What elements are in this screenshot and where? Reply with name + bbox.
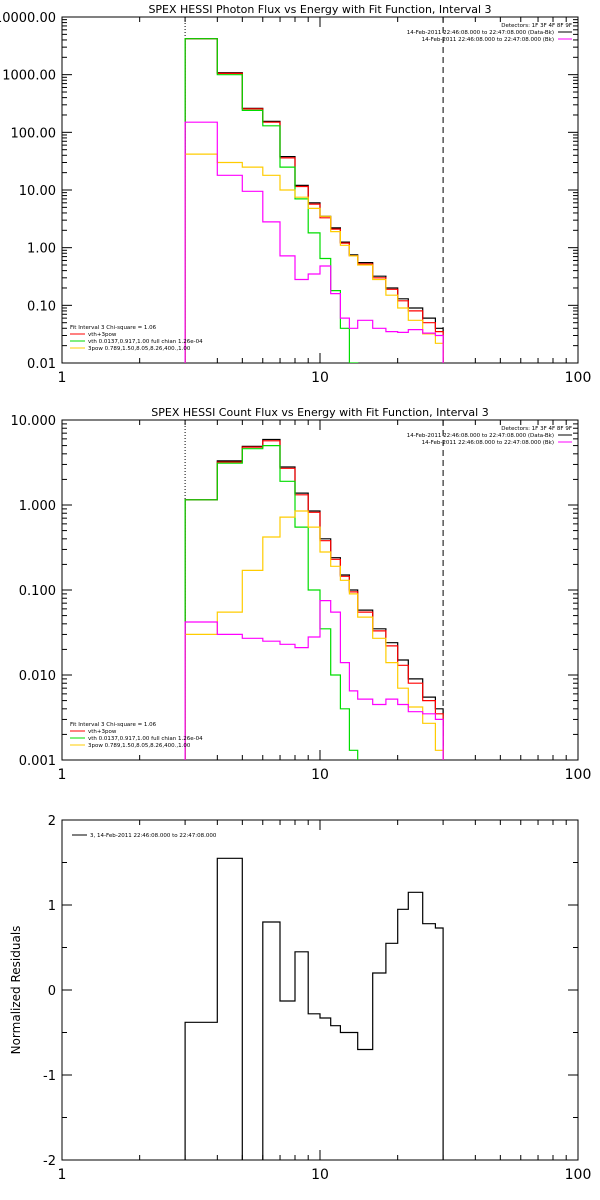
y-tick-label: 10.00 — [19, 184, 56, 199]
series-data — [184, 38, 444, 363]
y-tick-label: 1 — [48, 899, 56, 914]
panel-2: SPEX HESSI Count Flux vs Energy with Fit… — [11, 406, 592, 783]
y-tick-label: 0.100 — [19, 584, 56, 599]
series-3pow — [184, 510, 444, 760]
x-tick-label: 10 — [311, 370, 329, 386]
chart-title: SPEX HESSI Photon Flux vs Energy with Fi… — [148, 3, 491, 16]
series-vth+3pow — [184, 440, 444, 760]
y-tick-label: 10.000 — [11, 414, 57, 429]
y-tick-label: 0.010 — [19, 669, 56, 684]
fit-legend-label: vth 0.0137,0.917,1.00 full chian 1.26e-0… — [88, 339, 203, 345]
info-text-line: 14-Feb-2011 22:46:08.000 to 22:47:08.000… — [407, 433, 554, 439]
y-tick-label: 0.01 — [27, 357, 56, 372]
fit-legend-label: vth+3pow — [88, 729, 117, 735]
series-residuals — [184, 857, 444, 1160]
x-tick-label: 1 — [58, 1167, 67, 1183]
residual-legend-label: 3, 14-Feb-2011 22:46:08.000 to 22:47:08.… — [90, 833, 217, 839]
chart-title: SPEX HESSI Count Flux vs Energy with Fit… — [151, 406, 488, 419]
plot-frame — [61, 819, 579, 1161]
x-tick-label: 100 — [565, 1167, 592, 1183]
fit-summary-text: Fit Interval 3 Chi-square = 1.06 — [70, 325, 157, 331]
panel-1: SPEX HESSI Photon Flux vs Energy with Fi… — [0, 3, 591, 386]
fit-legend-label: vth 0.0137,0.917,1.00 full chian 1.26e-0… — [88, 736, 203, 742]
y-tick-label: 2 — [48, 814, 56, 829]
x-tick-label: 1 — [58, 767, 67, 783]
plot-frame — [61, 16, 579, 364]
y-tick-label: -2 — [43, 1154, 56, 1169]
info-text-line: Detectors: 1F 3F 4F 8F 9F — [501, 23, 572, 29]
x-tick-label: 10 — [311, 1167, 329, 1183]
fit-legend-label: vth+3pow — [88, 332, 117, 338]
y-tick-label: 0.001 — [19, 754, 56, 769]
y-tick-label: 1.00 — [27, 242, 56, 257]
y-tick-label: 0.10 — [27, 299, 56, 314]
x-tick-label: 10 — [311, 767, 329, 783]
fit-summary-text: Fit Interval 3 Chi-square = 1.06 — [70, 722, 157, 728]
x-tick-label: 100 — [565, 767, 592, 783]
y-tick-label: -1 — [43, 1069, 56, 1084]
series-vth — [184, 38, 444, 363]
y-tick-label: 1.000 — [19, 499, 56, 514]
info-text-line: 14-Feb-2011 22:46:08.000 to 22:47:08.000… — [422, 37, 554, 43]
series-bk — [184, 600, 444, 760]
series-vth+3pow — [184, 38, 444, 363]
x-tick-label: 100 — [565, 370, 592, 386]
y-axis-label: Normalized Residuals — [9, 926, 23, 1055]
fit-legend-label: 3pow 0.789,1.50,8.05,8.26,400.,1.00 — [88, 743, 191, 749]
info-text-line: 14-Feb-2011 22:46:08.000 to 22:47:08.000… — [407, 30, 554, 36]
y-tick-label: 0 — [48, 984, 56, 999]
series-vth — [184, 445, 444, 760]
series-3pow — [184, 153, 444, 363]
y-tick-label: 1000.00 — [2, 69, 56, 84]
y-tick-label: 100.00 — [11, 126, 57, 141]
panel-3: Normalized Residuals 1 10 100 -2 -1 0 1 2 3, 14-F… — [9, 814, 591, 1183]
fit-legend-label: 3pow 0.789,1.50,8.05,8.26,400.,1.00 — [88, 346, 191, 352]
y-tick-label: 10000.00 — [0, 11, 56, 26]
series-bk — [184, 121, 444, 363]
series-data — [184, 438, 444, 760]
x-tick-label: 1 — [58, 370, 67, 386]
info-text-line: 14-Feb-2011 22:46:08.000 to 22:47:08.000… — [422, 440, 554, 446]
info-text-line: Detectors: 1F 3F 4F 8F 9F — [501, 426, 572, 432]
